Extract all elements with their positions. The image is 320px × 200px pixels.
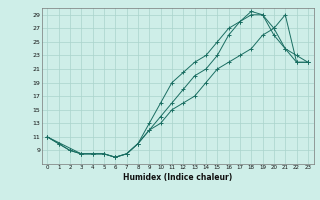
X-axis label: Humidex (Indice chaleur): Humidex (Indice chaleur) [123, 173, 232, 182]
